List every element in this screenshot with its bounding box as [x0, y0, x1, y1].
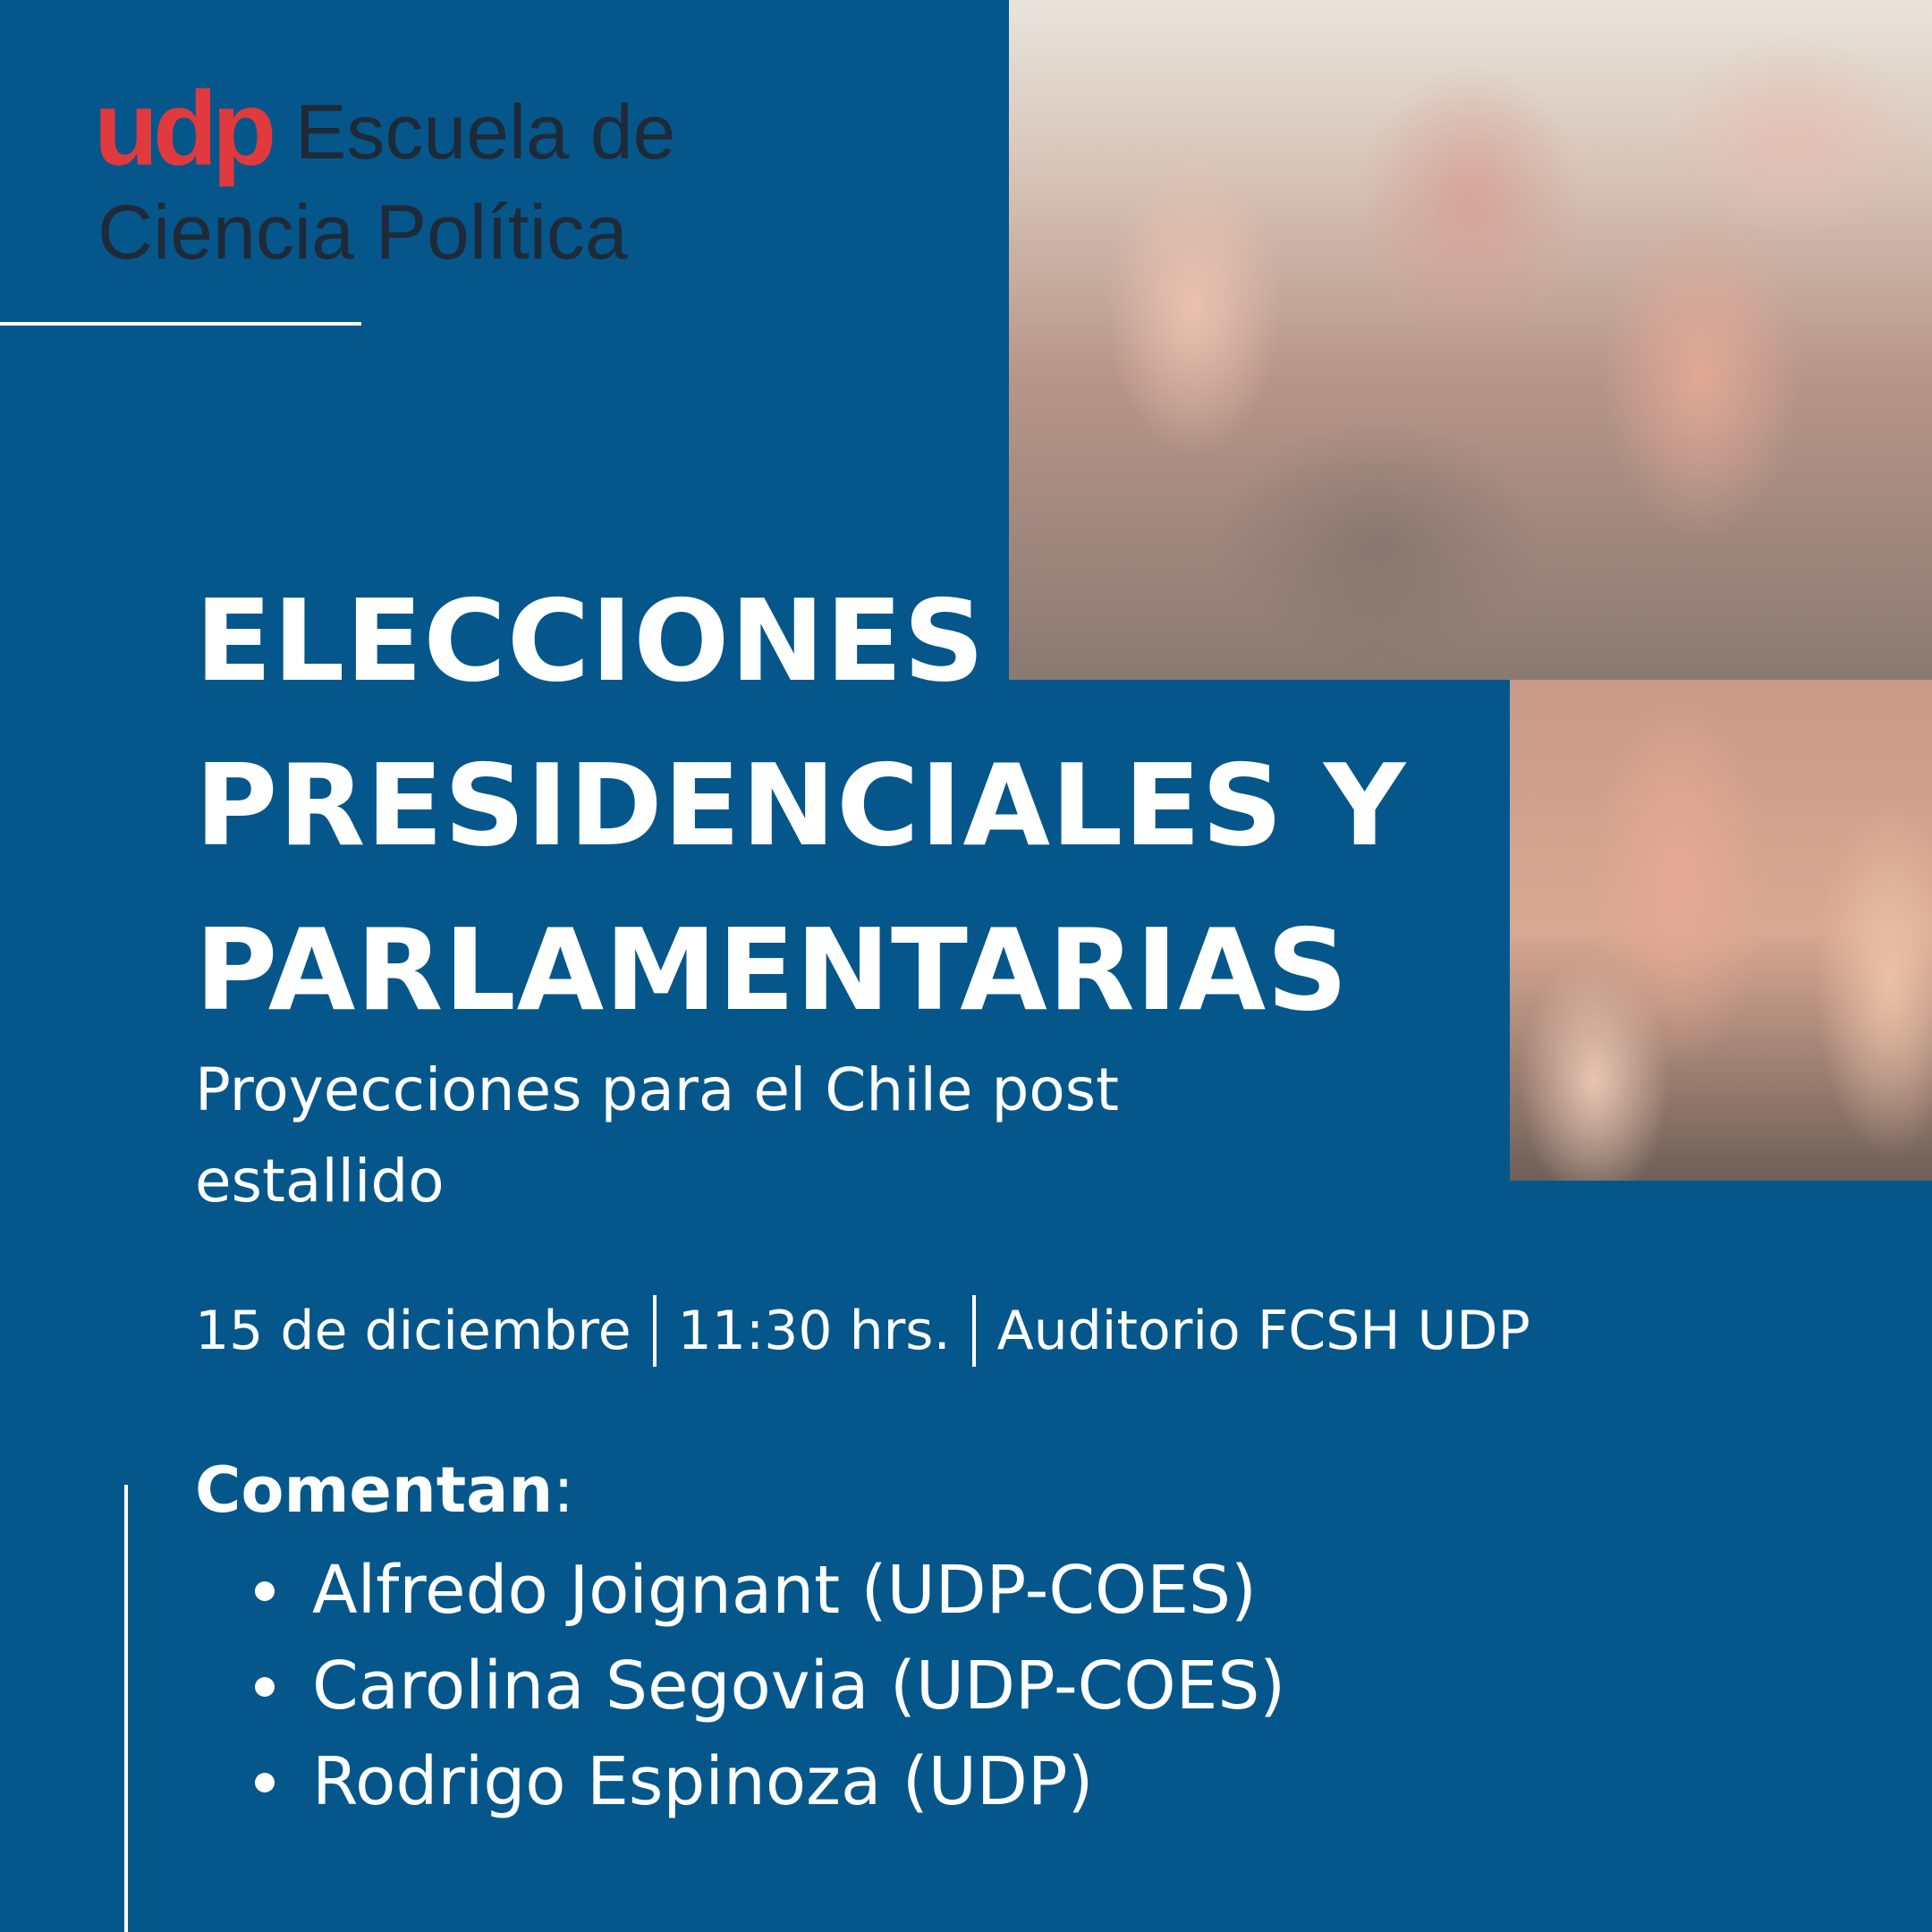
- event-subtitle: Proyecciones para el Chile post estallid…: [195, 1055, 1119, 1216]
- separator: [971, 1295, 976, 1367]
- vertical-divider: [124, 1485, 128, 1932]
- speaker-name: Carolina Segovia (UDP-COES): [312, 1648, 1286, 1724]
- title-line: PRESIDENCIALES Y: [195, 740, 1407, 871]
- title-line: PARLAMENTARIAS: [195, 904, 1349, 1036]
- speaker-name: Alfredo Joignant (UDP-COES): [312, 1552, 1257, 1629]
- list-item: Carolina Segovia (UDP-COES): [255, 1639, 1285, 1734]
- speaker-name: Rodrigo Espinoza (UDP): [312, 1743, 1094, 1820]
- event-time: 11:30 hrs.: [677, 1300, 951, 1362]
- bullet-icon: [255, 1676, 275, 1697]
- bullet-icon: [255, 1772, 275, 1792]
- logo-school-line2: Ciencia Política: [97, 190, 628, 275]
- event-place: Auditorio FCSH UDP: [996, 1300, 1530, 1362]
- speaker-list: Alfredo Joignant (UDP-COES) Carolina Seg…: [255, 1543, 1285, 1830]
- raised-hands-photo: [1009, 0, 1932, 680]
- event-info: 15 de diciembre 11:30 hrs. Auditorio FCS…: [195, 1295, 1530, 1367]
- panel-heading-colon: :: [553, 1453, 574, 1527]
- bullet-icon: [255, 1580, 275, 1601]
- panel-heading: Comentan:: [195, 1453, 574, 1527]
- separator: [652, 1295, 657, 1367]
- logo-brand: udp: [94, 70, 276, 188]
- event-date: 15 de diciembre: [195, 1300, 631, 1362]
- event-title: ELECCIONES PRESIDENCIALES Y PARLAMENTARI…: [195, 559, 1406, 1053]
- title-line: ELECCIONES: [195, 575, 986, 707]
- list-item: Rodrigo Espinoza (UDP): [255, 1734, 1285, 1830]
- divider: [0, 322, 361, 326]
- panel-heading-text: Comentan: [195, 1453, 554, 1527]
- logo-school-line1: Escuela de: [295, 89, 676, 175]
- raised-hands-photo-lower: [1510, 680, 1932, 1181]
- list-item: Alfredo Joignant (UDP-COES): [255, 1543, 1285, 1639]
